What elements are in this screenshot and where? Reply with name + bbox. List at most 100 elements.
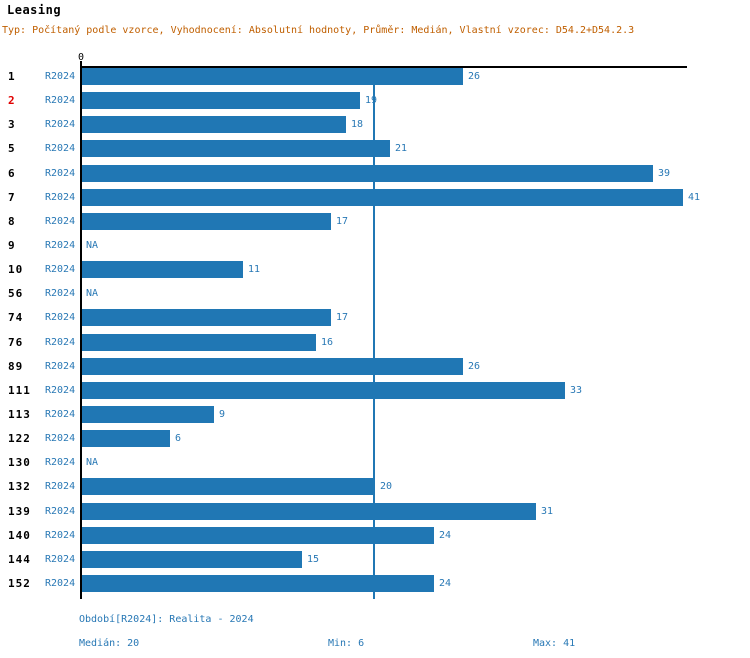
row-id-label: 9 (8, 239, 16, 252)
chart-row: 2 R2024 19 (0, 92, 750, 109)
x-axis-line (80, 66, 687, 68)
median-line (373, 68, 375, 599)
bar-value-label: 9 (219, 409, 226, 420)
bar (82, 406, 214, 423)
row-period-label: R2024 (45, 554, 76, 565)
row-period-label: R2024 (45, 216, 76, 227)
row-id-label: 56 (8, 287, 24, 300)
row-period-label: R2024 (45, 530, 76, 541)
bar-value-label: 39 (658, 168, 671, 179)
row-period-label: R2024 (45, 337, 76, 348)
chart-row: 76 R2024 16 (0, 334, 750, 351)
bar (82, 527, 434, 544)
bar (82, 116, 346, 133)
row-na-label: NA (86, 288, 99, 299)
bar-value-label: 21 (395, 143, 408, 154)
chart-row: 89 R2024 26 (0, 358, 750, 375)
bar-value-label: 19 (365, 95, 378, 106)
row-period-label: R2024 (45, 288, 76, 299)
x-axis-zero-label: 0 (77, 52, 85, 63)
row-period-label: R2024 (45, 312, 76, 323)
bar-value-label: 6 (175, 433, 182, 444)
chart-row: 132 R2024 20 (0, 478, 750, 495)
bar (82, 261, 243, 278)
row-id-label: 3 (8, 118, 16, 131)
bar-value-label: 33 (570, 385, 583, 396)
y-axis-line (80, 61, 82, 599)
row-period-label: R2024 (45, 240, 76, 251)
row-period-label: R2024 (45, 143, 76, 154)
bar-value-label: 11 (248, 264, 261, 275)
chart-row: 7 R2024 41 (0, 189, 750, 206)
row-id-label: 140 (8, 529, 31, 542)
row-period-label: R2024 (45, 457, 76, 468)
chart-row: 10 R2024 11 (0, 261, 750, 278)
bar-value-label: 18 (351, 119, 364, 130)
bar (82, 503, 536, 520)
bar (82, 551, 302, 568)
chart-row: 113 R2024 9 (0, 406, 750, 423)
bar-value-label: 24 (439, 530, 452, 541)
bar (82, 358, 463, 375)
bar-value-label: 16 (321, 337, 334, 348)
row-id-label: 132 (8, 480, 31, 493)
bar (82, 334, 316, 351)
chart-row: 1 R2024 26 (0, 68, 750, 85)
row-id-label: 10 (8, 263, 24, 276)
bar (82, 575, 434, 592)
chart-row: 140 R2024 24 (0, 527, 750, 544)
row-period-label: R2024 (45, 481, 76, 492)
row-period-label: R2024 (45, 409, 76, 420)
row-id-label: 8 (8, 215, 16, 228)
row-na-label: NA (86, 457, 99, 468)
row-period-label: R2024 (45, 119, 76, 130)
bar-value-label: 26 (468, 71, 481, 82)
bar-value-label: 20 (380, 481, 393, 492)
row-period-label: R2024 (45, 71, 76, 82)
row-id-label: 1 (8, 70, 16, 83)
bar-value-label: 15 (307, 554, 320, 565)
chart-row: 9 R2024 NA (0, 237, 750, 254)
footer-median-stat: Medián: 20 (79, 638, 140, 649)
chart-row: 122 R2024 6 (0, 430, 750, 447)
chart-row: 130 R2024 NA (0, 454, 750, 471)
bar (82, 189, 683, 206)
bar-value-label: 17 (336, 312, 349, 323)
row-id-label: 139 (8, 505, 31, 518)
row-period-label: R2024 (45, 506, 76, 517)
row-id-label: 2 (8, 94, 16, 107)
chart-row: 144 R2024 15 (0, 551, 750, 568)
row-id-label: 89 (8, 360, 24, 373)
chart-title: Leasing (7, 3, 62, 17)
row-period-label: R2024 (45, 361, 76, 372)
bar-value-label: 41 (688, 192, 701, 203)
row-na-label: NA (86, 240, 99, 251)
row-id-label: 152 (8, 577, 31, 590)
chart-row: 56 R2024 NA (0, 285, 750, 302)
bar (82, 309, 331, 326)
bar (82, 140, 390, 157)
footer-period-label: Období[R2024]: Realita - 2024 (79, 614, 254, 625)
row-id-label: 122 (8, 432, 31, 445)
chart-row: 152 R2024 24 (0, 575, 750, 592)
row-id-label: 113 (8, 408, 31, 421)
chart-row: 6 R2024 39 (0, 165, 750, 182)
footer-min-stat: Min: 6 (328, 638, 365, 649)
footer-max-stat: Max: 41 (533, 638, 576, 649)
bar (82, 165, 653, 182)
chart-row: 3 R2024 18 (0, 116, 750, 133)
chart-row: 111 R2024 33 (0, 382, 750, 399)
bar (82, 382, 565, 399)
row-id-label: 74 (8, 311, 24, 324)
bar-value-label: 24 (439, 578, 452, 589)
chart-row: 74 R2024 17 (0, 309, 750, 326)
row-id-label: 7 (8, 191, 16, 204)
row-id-label: 6 (8, 167, 16, 180)
row-period-label: R2024 (45, 168, 76, 179)
bar-value-label: 17 (336, 216, 349, 227)
chart-subtitle: Typ: Počítaný podle vzorce, Vyhodnocení:… (2, 25, 635, 36)
bar (82, 478, 375, 495)
row-period-label: R2024 (45, 95, 76, 106)
bar-value-label: 31 (541, 506, 554, 517)
